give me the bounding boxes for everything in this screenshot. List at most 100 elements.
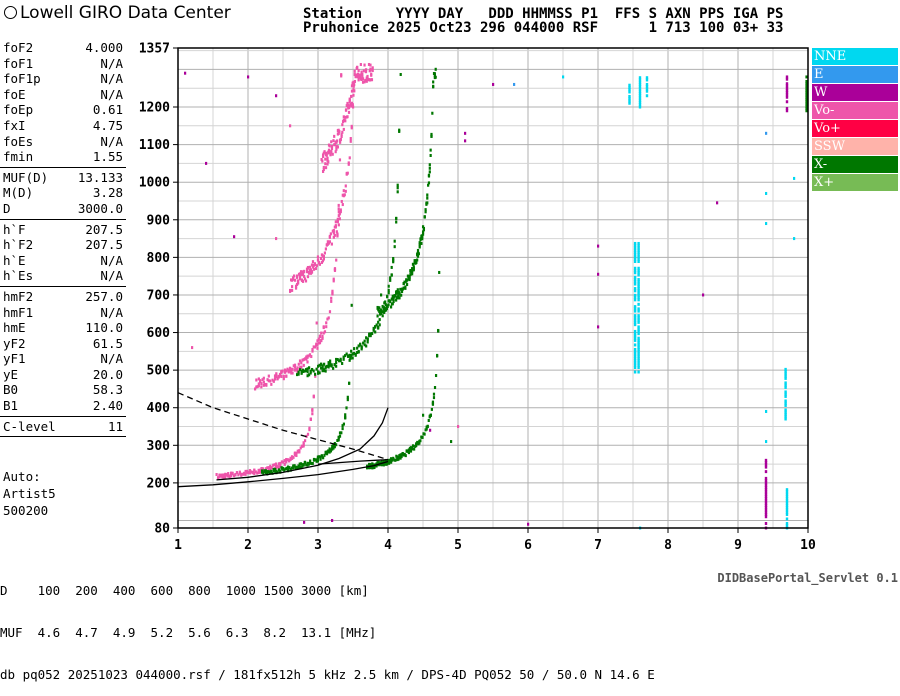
param-row: h`Es N/A: [0, 268, 126, 284]
echo-point: [333, 143, 337, 147]
column-point: [784, 399, 787, 403]
column-point: [637, 248, 640, 252]
column-point: [637, 359, 640, 363]
echo-point: [365, 336, 368, 340]
echo-point: [308, 265, 312, 269]
echo-point: [298, 465, 301, 469]
echo-point: [346, 171, 349, 175]
echo-point: [237, 473, 240, 477]
echo-point: [255, 378, 258, 382]
echo-point: [314, 458, 317, 462]
echo-point: [419, 439, 422, 443]
echo-point: [309, 459, 312, 463]
echo-point: [302, 444, 305, 448]
echo-point: [267, 468, 270, 472]
echo-point: [302, 269, 306, 273]
echo-point: [323, 251, 326, 255]
echo-point: [353, 73, 356, 77]
echo-point: [428, 166, 431, 170]
noise-point: [422, 413, 425, 417]
y-tick-label: 1200: [139, 101, 170, 116]
echo-point: [428, 163, 431, 167]
echo-point: [264, 467, 268, 471]
echo-point: [305, 357, 308, 361]
echo-point: [352, 80, 355, 84]
echo-point: [302, 441, 305, 445]
param-key: MUF(D): [3, 169, 49, 185]
column-point: [637, 287, 640, 291]
echo-point: [292, 464, 295, 468]
column-point: [785, 91, 789, 95]
echo-point: [253, 472, 256, 476]
echo-point: [244, 472, 247, 476]
echo-point: [325, 321, 328, 325]
column-point: [637, 293, 640, 297]
echo-point: [329, 359, 332, 363]
echo-point: [378, 306, 381, 310]
noise-point: [597, 244, 600, 248]
plot-frame: [177, 47, 809, 529]
echo-point: [290, 371, 293, 375]
param-value: 207.5: [85, 221, 123, 237]
y-tick-label: 1000: [139, 176, 170, 191]
echo-point: [289, 456, 292, 460]
column-point: [633, 246, 637, 250]
noise-point: [429, 428, 432, 432]
column-point: [637, 309, 640, 313]
echo-point: [340, 431, 343, 435]
echo-point: [411, 262, 415, 266]
echo-point: [224, 475, 227, 479]
echo-point: [386, 305, 389, 309]
echo-point: [323, 150, 326, 154]
echo-point: [380, 310, 383, 314]
echo-point: [317, 338, 320, 342]
column-point: [805, 84, 808, 88]
echo-point: [400, 455, 403, 459]
echo-point: [396, 186, 399, 190]
echo-point: [325, 325, 328, 329]
echo-point: [268, 379, 272, 383]
noise-point: [793, 176, 796, 180]
column-point: [633, 320, 637, 324]
echo-point: [279, 464, 282, 468]
column-point: [637, 271, 640, 275]
profile-curve: [177, 460, 389, 488]
echo-point: [215, 473, 218, 477]
column-point: [637, 363, 640, 367]
echo-point: [377, 460, 380, 464]
echo-point: [361, 75, 364, 79]
column-point: [645, 87, 649, 91]
noise-point: [352, 105, 355, 109]
echo-point: [364, 68, 368, 72]
column-point: [638, 82, 642, 86]
echo-point: [332, 366, 335, 370]
echo-point: [219, 473, 223, 477]
echo-point: [277, 374, 280, 378]
param-value: N/A: [100, 55, 123, 71]
echo-point: [288, 369, 292, 373]
echo-point: [320, 158, 323, 162]
column-point: [784, 390, 787, 394]
noise-point: [765, 131, 768, 135]
column-point: [633, 332, 637, 336]
column-point: [764, 488, 768, 492]
echo-point: [407, 451, 410, 455]
giro-logo: Lowell GIRO Data Center: [4, 3, 231, 23]
echo-point: [337, 223, 340, 227]
column-point: [633, 241, 637, 245]
noise-point: [380, 293, 383, 297]
echo-point: [285, 374, 288, 378]
param-value: 13.133: [77, 169, 123, 185]
echo-point: [290, 367, 293, 371]
echo-point: [319, 457, 322, 461]
echo-point: [323, 362, 326, 366]
echo-point: [285, 467, 288, 471]
echo-point: [270, 469, 273, 473]
echo-point: [372, 326, 375, 330]
param-key: foF1p: [3, 71, 41, 87]
echo-point: [232, 474, 236, 478]
param-value: 4.000: [85, 40, 123, 55]
param-value: 1.55: [92, 149, 123, 165]
echo-point: [330, 140, 333, 144]
echo-point: [227, 472, 230, 476]
